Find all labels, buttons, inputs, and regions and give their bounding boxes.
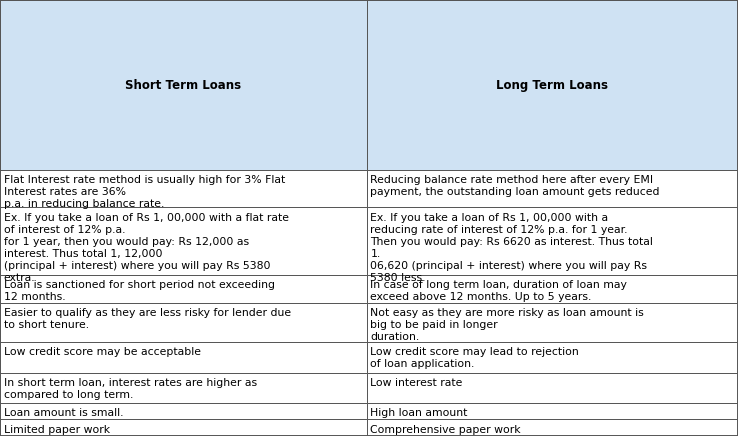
Text: High loan amount: High loan amount	[370, 408, 468, 418]
Text: Flat Interest rate method is usually high for 3% Flat
Interest rates are 36%
p.a: Flat Interest rate method is usually hig…	[4, 175, 285, 209]
Bar	[367, 0, 738, 170]
Bar	[367, 275, 738, 303]
Text: In short term loan, interest rates are higher as
compared to long term.: In short term loan, interest rates are h…	[4, 378, 257, 400]
Bar	[0, 403, 367, 419]
Bar	[0, 0, 367, 170]
Text: Comprehensive paper work: Comprehensive paper work	[370, 425, 521, 435]
Bar	[367, 207, 738, 275]
Bar	[367, 373, 738, 403]
Bar	[367, 342, 738, 373]
Text: Easier to qualify as they are less risky for lender due
to short tenure.: Easier to qualify as they are less risky…	[4, 308, 291, 330]
Text: Loan is sanctioned for short period not exceeding
12 months.: Loan is sanctioned for short period not …	[4, 280, 275, 302]
Text: Loan amount is small.: Loan amount is small.	[4, 408, 123, 418]
Bar	[0, 419, 367, 436]
Text: Ex. If you take a loan of Rs 1, 00,000 with a flat rate
of interest of 12% p.a.
: Ex. If you take a loan of Rs 1, 00,000 w…	[4, 212, 289, 283]
Text: Low interest rate: Low interest rate	[370, 378, 463, 388]
Bar	[367, 403, 738, 419]
Text: Reducing balance rate method here after every EMI
payment, the outstanding loan : Reducing balance rate method here after …	[370, 175, 660, 198]
Bar	[0, 275, 367, 303]
Text: In case of long term loan, duration of loan may
exceed above 12 months. Up to 5 : In case of long term loan, duration of l…	[370, 280, 627, 302]
Bar	[0, 303, 367, 342]
Text: Ex. If you take a loan of Rs 1, 00,000 with a
reducing rate of interest of 12% p: Ex. If you take a loan of Rs 1, 00,000 w…	[370, 212, 653, 283]
Bar	[0, 170, 367, 207]
Text: Low credit score may be acceptable: Low credit score may be acceptable	[4, 347, 201, 357]
Text: Not easy as they are more risky as loan amount is
big to be paid in longer
durat: Not easy as they are more risky as loan …	[370, 308, 644, 342]
Text: Short Term Loans: Short Term Loans	[125, 78, 241, 92]
Text: Long Term Loans: Long Term Loans	[497, 78, 608, 92]
Text: Low credit score may lead to rejection
of loan application.: Low credit score may lead to rejection o…	[370, 347, 579, 369]
Bar	[367, 419, 738, 436]
Bar	[0, 342, 367, 373]
Text: Limited paper work: Limited paper work	[4, 425, 110, 435]
Bar	[0, 373, 367, 403]
Bar	[0, 207, 367, 275]
Bar	[367, 303, 738, 342]
Bar	[367, 170, 738, 207]
